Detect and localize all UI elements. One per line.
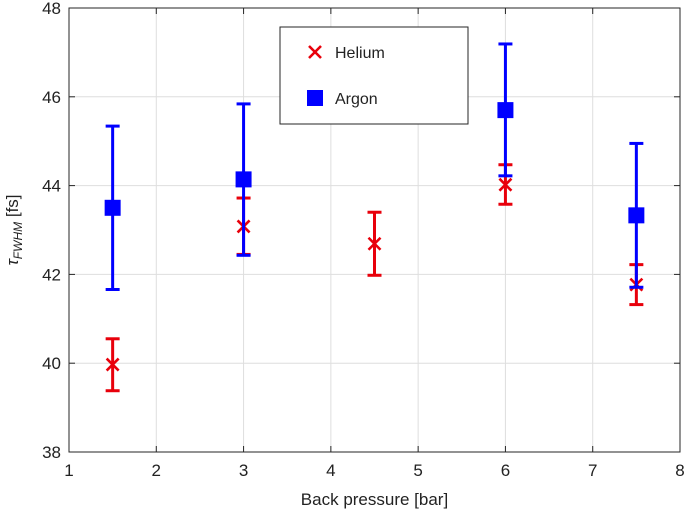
argon-point — [628, 141, 645, 289]
legend: Helium Argon — [279, 26, 469, 125]
x-tick-label: 3 — [239, 461, 248, 480]
helium-series — [105, 163, 644, 393]
x-tick-label: 2 — [152, 461, 161, 480]
x-tick-label: 8 — [675, 461, 684, 480]
plot-frame — [68, 7, 681, 453]
argon-marker — [104, 199, 121, 216]
legend-label-helium: Helium — [335, 45, 385, 62]
legend-box — [279, 26, 469, 125]
x-tick-label: 1 — [64, 461, 73, 480]
y-axis-label-sub: FWHM — [11, 222, 25, 259]
argon-marker — [307, 90, 323, 106]
x-axis-label: Back pressure [bar] — [301, 490, 448, 509]
helium-marker — [498, 177, 513, 192]
x-tick-label: 4 — [326, 461, 335, 480]
argon-point — [104, 124, 121, 291]
marker-stroke — [308, 45, 322, 59]
helium-point — [367, 210, 382, 277]
helium-marker — [367, 236, 382, 251]
x-tick-label: 6 — [501, 461, 510, 480]
y-tick-label: 42 — [42, 265, 61, 284]
legend-label-argon: Argon — [335, 91, 378, 108]
argon-point — [497, 42, 514, 178]
y-tick-label: 38 — [42, 443, 61, 462]
data-marks — [104, 42, 645, 393]
x-tick-label: 7 — [588, 461, 597, 480]
helium-marker — [308, 45, 322, 59]
marker-stroke — [498, 177, 513, 192]
marker-stroke — [105, 357, 120, 372]
argon-point — [235, 102, 252, 257]
argon-marker — [497, 102, 514, 119]
helium-marker — [105, 357, 120, 372]
argon-marker — [235, 171, 252, 188]
legend-item-argon: Argon — [307, 90, 378, 108]
y-axis-label-unit: [fs] — [3, 194, 22, 221]
y-tick-label: 46 — [42, 88, 61, 107]
y-axis-label: τFWHM [fs] — [3, 194, 25, 265]
y-tick-label: 44 — [42, 177, 61, 196]
axis-ticks: 1 2 3 4 5 6 7 8 38 40 42 44 46 48 — [42, 0, 685, 480]
legend-item-helium: Helium — [308, 45, 385, 62]
y-axis-label-main: τ — [3, 258, 22, 266]
y-tick-label: 40 — [42, 354, 61, 373]
marker-stroke — [367, 236, 382, 251]
argon-marker — [628, 207, 645, 224]
y-tick-label: 48 — [42, 0, 61, 18]
argon-series — [104, 42, 645, 291]
helium-point — [105, 337, 120, 393]
legend-items: Helium Argon — [307, 45, 385, 108]
x-tick-label: 5 — [413, 461, 422, 480]
